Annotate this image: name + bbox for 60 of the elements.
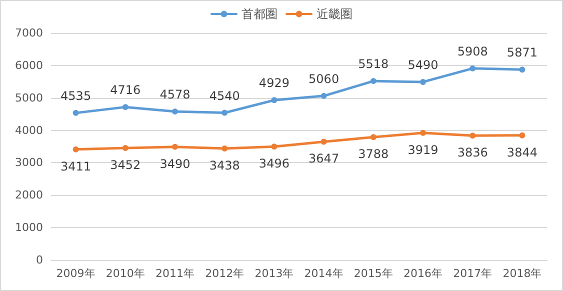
x-tick-label: 2009年 [56, 267, 96, 280]
data-label: 3411 [60, 159, 92, 174]
point [222, 110, 228, 116]
x-tick-label: 2016年 [404, 267, 442, 280]
y-tick-label: 2000 [15, 188, 43, 202]
data-label: 5060 [308, 72, 340, 86]
y-tick-label: 7000 [15, 26, 43, 40]
data-label: 4716 [110, 83, 141, 98]
x-tick-label: 2017年 [453, 267, 492, 280]
point [370, 134, 376, 140]
point [320, 92, 327, 99]
legend-label: 近畿圏 [316, 7, 352, 21]
y-tick-label: 1000 [15, 221, 43, 234]
point [519, 132, 526, 138]
data-label: 3844 [506, 145, 538, 160]
y-tick-label: 6000 [15, 58, 43, 72]
data-label: 3836 [457, 146, 488, 160]
x-tick-label: 2011年 [156, 267, 194, 280]
point [122, 104, 128, 110]
x-tick-label: 2015年 [354, 267, 393, 280]
x-tick-label: 2010年 [106, 267, 145, 280]
data-label: 3647 [308, 152, 340, 166]
x-tick-label: 2012年 [205, 267, 244, 280]
x-tick-label: 2014年 [304, 267, 344, 280]
data-label: 5871 [506, 46, 538, 60]
y-tick-label: 5000 [15, 91, 43, 104]
x-tick-label: 2018年 [502, 267, 542, 280]
point [420, 130, 426, 136]
point [271, 97, 278, 104]
data-label: 3490 [160, 156, 190, 171]
y-tick-label: 4000 [15, 124, 43, 137]
data-label: 4540 [209, 88, 240, 103]
point [172, 144, 178, 150]
data-label: 4929 [258, 76, 290, 90]
data-label: 3452 [110, 158, 141, 172]
y-tick-label: 0 [36, 254, 43, 266]
point [72, 110, 79, 116]
data-label: 3438 [209, 158, 240, 173]
point [172, 108, 178, 115]
x-tick-label: 2013年 [254, 267, 294, 280]
point [420, 78, 426, 85]
data-label: 3788 [358, 147, 389, 162]
point [222, 146, 228, 152]
data-label: 3496 [258, 156, 290, 171]
point [370, 78, 376, 84]
data-label: 5490 [408, 58, 438, 72]
data-label: 4535 [60, 88, 92, 103]
data-label: 5908 [457, 44, 488, 58]
data-label: 5518 [358, 57, 389, 72]
point [72, 146, 79, 152]
point [470, 65, 476, 72]
point [470, 132, 476, 139]
point [122, 145, 128, 152]
y-tick-label: 3000 [15, 156, 43, 170]
point [519, 66, 526, 73]
point [271, 144, 278, 150]
legend-label: 首都圏 [242, 7, 278, 21]
data-label: 4578 [160, 88, 190, 102]
point [320, 138, 327, 145]
data-label: 3919 [408, 142, 438, 157]
